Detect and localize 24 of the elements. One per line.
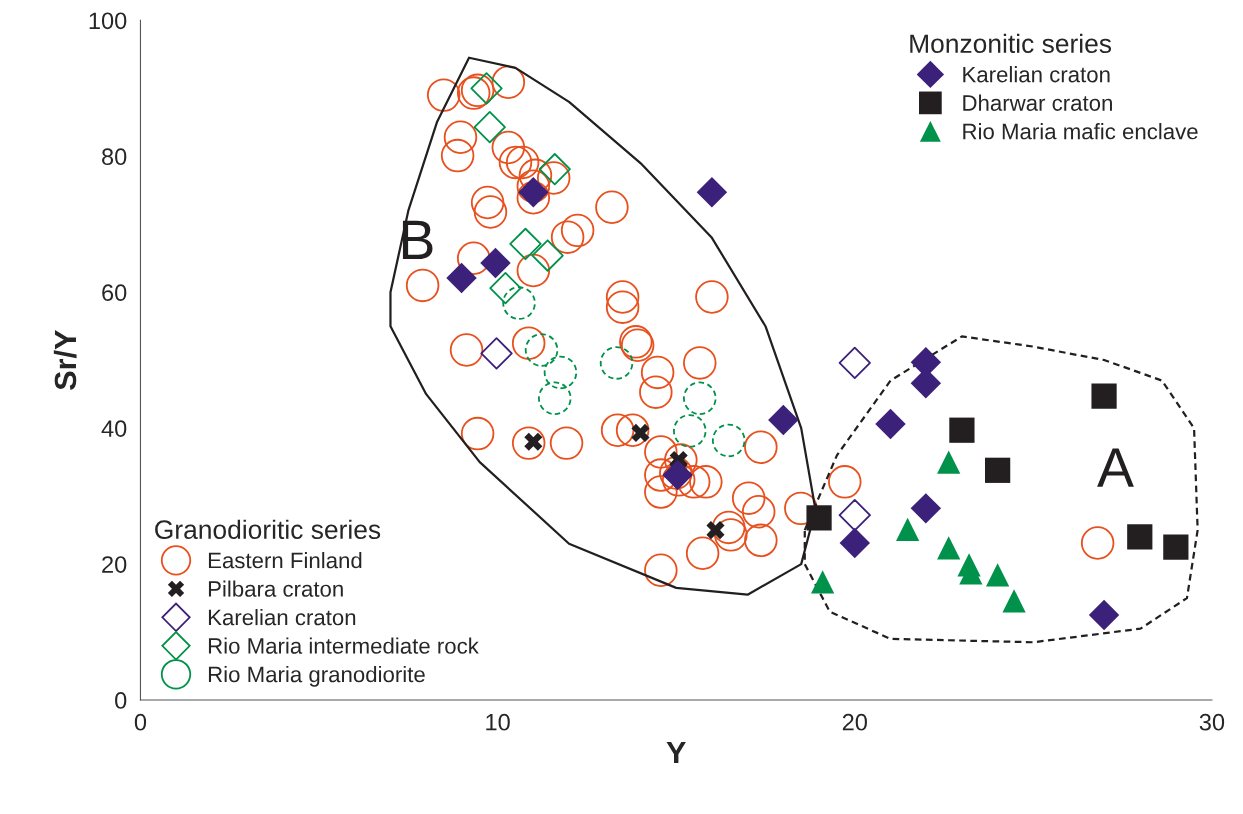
y-tick-label: 60 xyxy=(102,284,127,302)
y-tick-label: 20 xyxy=(102,556,127,573)
x-tick-label: 20 xyxy=(842,713,867,731)
legend-label: Karelian craton xyxy=(963,66,1110,83)
annotation: B xyxy=(402,220,433,260)
y-tick-label: 100 xyxy=(89,12,127,30)
x-tick-label: 10 xyxy=(486,713,510,731)
y-tick-label: 40 xyxy=(101,420,127,437)
y-tick-label: 0 xyxy=(115,692,127,709)
legend-title: Monzonitic series xyxy=(910,33,1112,54)
legend-label: Dharwar craton xyxy=(963,94,1112,111)
legend-label: Karelian craton xyxy=(208,609,356,626)
x-axis-title: Y xyxy=(666,741,686,763)
legend-label: Rio Maria intermediate rock xyxy=(208,637,479,654)
x-tick-label: 30 xyxy=(1199,713,1225,731)
legend-label: Rio Maria granodiorite xyxy=(208,665,425,687)
y-axis-title: Sr/Y xyxy=(53,330,77,390)
y-tick-label: 80 xyxy=(102,148,127,166)
legend-title: Granodioritic series xyxy=(155,519,381,540)
legend-label: Eastern Finland xyxy=(208,552,362,569)
legend-label: Pilbara craton xyxy=(208,580,343,597)
legend-label: Rio Maria mafic enclave xyxy=(963,123,1198,140)
x-tick-label: 0 xyxy=(134,713,147,731)
annotation: A xyxy=(1097,448,1134,487)
